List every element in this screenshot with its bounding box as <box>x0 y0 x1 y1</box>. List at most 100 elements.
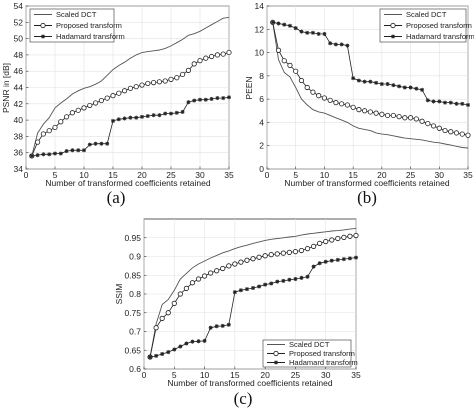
panel-b-point-hadamard-transform <box>345 43 350 48</box>
panel-b-legend: Scaled DCT Proposed transform Hadamard tra… <box>379 8 474 43</box>
panel-a-ytick-label: 46 <box>14 66 24 76</box>
panel-b-ytick-label: 12 <box>255 24 265 34</box>
panel-c-ytick-label: 0.65 <box>124 345 141 355</box>
panel-b-point-proposed-transform <box>430 123 437 129</box>
panel-a-point-proposed-transform <box>203 55 209 61</box>
panel-a-xtick-label: 0 <box>24 170 29 180</box>
panel-b-point-proposed-transform <box>287 62 293 68</box>
panel-b-point-proposed-transform <box>367 109 373 115</box>
panel-c-point-hadamard-transform <box>160 352 165 356</box>
panel-c-ticks: 0 5 10 15 20 25 30 35 0.6 0.65 0.7 0.75 0.8 0.85 0.9 0.… <box>124 233 361 380</box>
panel-b-point-proposed-transform <box>344 102 350 108</box>
panel-b-point-proposed-transform <box>465 132 471 138</box>
panel-b-legend-label-scaled-dct: Scaled DCT <box>406 10 447 19</box>
panel-a-point-hadamard-transform <box>157 113 162 118</box>
panel-a-point-proposed-transform <box>46 128 52 134</box>
panel-a-legend-label-hadamard-transform: Hadamard transform <box>56 32 125 41</box>
panel-c-point-hadamard-transform <box>281 278 286 283</box>
panel-c-xtick-label: 30 <box>321 370 331 380</box>
panel-a-ytick-label: 40 <box>14 115 24 125</box>
panel-a-point-hadamard-transform <box>203 97 208 102</box>
panel-c-legend-label-proposed-transform: Proposed transform <box>289 349 355 358</box>
panel-c-point-hadamard-transform <box>275 279 280 284</box>
panel-b-point-hadamard-transform <box>270 20 275 25</box>
panel-b-legend-label-hadamard-transform: Hadamard transform <box>406 32 474 41</box>
panel-a-xtick-label: 10 <box>79 170 89 180</box>
panel-c-series <box>147 227 359 360</box>
panel-a-point-hadamard-transform <box>174 110 179 115</box>
panel-a-point-proposed-transform <box>34 139 41 145</box>
panel-c-point-hadamard-transform <box>148 355 153 359</box>
panel-c-point-proposed-transform <box>214 268 220 274</box>
panel-b-xtick-label: 20 <box>377 170 387 180</box>
panel-a-point-hadamard-transform <box>87 142 92 147</box>
panel-a-point-proposed-transform <box>75 107 81 113</box>
panel-a-point-proposed-transform <box>185 67 191 73</box>
panel-b-xtick-label: 5 <box>293 170 298 180</box>
panel-c-point-proposed-transform <box>286 249 292 255</box>
panel-c-point-proposed-transform <box>177 291 183 297</box>
panel-b-point-proposed-transform <box>373 110 379 116</box>
panel-c-point-hadamard-transform <box>293 277 298 281</box>
panel-b-point-hadamard-transform <box>431 99 436 104</box>
panel-a-legend-marker-hadamard-transform <box>41 34 45 39</box>
panel-a-point-hadamard-transform <box>93 141 98 146</box>
panel-b-legend-marker-hadamard-transform <box>391 34 395 39</box>
panel-b-legend-marker-proposed-transform <box>390 22 396 29</box>
panel-b-ytick-label: 2 <box>259 141 264 151</box>
panel-b-point-hadamard-transform <box>385 82 390 87</box>
panel-a-point-hadamard-transform <box>58 151 63 156</box>
panel-b-point-proposed-transform <box>384 112 391 119</box>
panel-b-point-hadamard-transform <box>374 80 379 85</box>
panel-a-ytick-label: 50 <box>14 34 24 44</box>
panel-b-point-hadamard-transform <box>299 29 304 34</box>
panel-c-legend-marker-proposed-transform <box>273 350 279 357</box>
panel-a-point-proposed-transform <box>104 95 110 101</box>
panel-b-point-hadamard-transform <box>425 98 430 103</box>
panel-c-point-hadamard-transform <box>305 274 310 279</box>
panel-a-point-proposed-transform <box>40 131 47 137</box>
panel-a-point-proposed-transform <box>226 49 232 56</box>
panel-c-point-proposed-transform <box>201 273 208 279</box>
panel-c-point-hadamard-transform <box>184 341 189 346</box>
panel-a-point-hadamard-transform <box>180 109 185 114</box>
panel-b-point-hadamard-transform <box>391 83 396 88</box>
panel-a-point-hadamard-transform <box>215 96 220 101</box>
panel-c-point-hadamard-transform <box>202 338 207 343</box>
panel-b-point-hadamard-transform <box>351 76 356 81</box>
panel-c-point-proposed-transform <box>183 285 189 291</box>
panel-b-point-proposed-transform <box>321 95 328 101</box>
panel-a-point-proposed-transform <box>209 53 215 60</box>
panel-a-point-hadamard-transform <box>192 98 197 103</box>
panel-b-label: (b) <box>357 188 377 207</box>
panel-a-point-proposed-transform <box>122 88 128 94</box>
panel-a-point-proposed-transform <box>162 78 168 84</box>
panel-a-ytick-label: 34 <box>14 164 24 174</box>
panel-a-point-hadamard-transform <box>76 148 81 153</box>
panel-b-legend-label-proposed-transform: Proposed transform <box>406 21 472 30</box>
panel-a-point-proposed-transform <box>81 105 87 111</box>
panel-c-point-hadamard-transform <box>354 255 358 260</box>
panel-b-point-hadamard-transform <box>316 31 321 36</box>
panel-a-ytick-label: 44 <box>14 83 24 93</box>
panel-c-point-proposed-transform <box>268 252 274 258</box>
panel-c-legend-marker-hadamard-transform <box>274 360 278 365</box>
panel-a-point-proposed-transform <box>69 110 76 116</box>
panel-c-point-hadamard-transform <box>172 347 177 352</box>
panel-b-ylabel: PEEN <box>244 76 254 99</box>
panel-c-point-hadamard-transform <box>166 350 171 355</box>
panel-a-legend-label-scaled-dct: Scaled DCT <box>56 10 97 19</box>
panel-a-xtick-label: 5 <box>53 170 58 180</box>
panel-b-point-hadamard-transform <box>466 102 470 107</box>
panel-a-point-hadamard-transform <box>209 96 214 101</box>
panel-c-point-proposed-transform <box>195 276 202 282</box>
panel-c-xtick-label: 5 <box>172 370 177 380</box>
panel-a-legend: Scaled DCT Proposed transform Hadamard tra… <box>29 8 125 43</box>
panel-c-point-hadamard-transform <box>269 281 274 286</box>
panel-c-point-hadamard-transform <box>232 290 237 295</box>
panel-a-point-hadamard-transform <box>29 153 34 158</box>
panel-a-ytick-label: 42 <box>14 99 24 109</box>
panel-b-point-hadamard-transform <box>333 42 338 47</box>
panel-c-ytick-label: 0.75 <box>124 308 141 318</box>
